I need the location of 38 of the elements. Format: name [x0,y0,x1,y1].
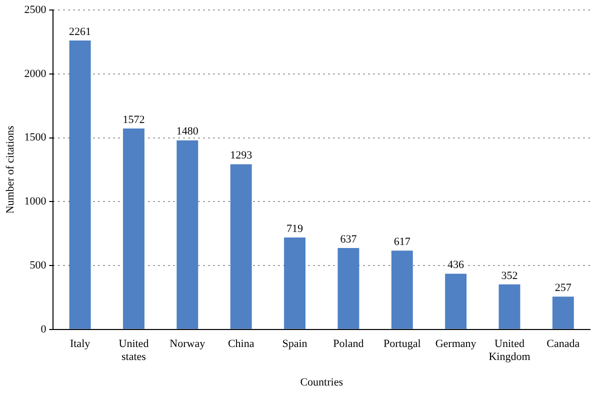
y-tick-label: 1000 [24,196,47,208]
data-label: 352 [501,270,518,282]
bar [284,238,306,329]
y-tick-label: 2000 [24,68,47,80]
x-tick-label: Norway [170,338,206,350]
x-tick-label: United Kingdom [488,338,531,364]
data-label: 1572 [122,114,145,126]
y-tick-label: 0 [40,323,47,336]
data-label: 617 [394,236,411,248]
bar [552,296,574,329]
x-tick-label: Canada [546,338,580,350]
y-tick-label: 1500 [24,132,47,144]
bar [176,140,198,329]
bar [230,164,252,329]
data-label: 1480 [176,126,199,138]
x-tick-label: United states [118,338,150,364]
bar [498,284,520,329]
x-tick-label: China [228,338,254,350]
x-axis-title: Countries [300,376,343,388]
data-label: 637 [340,233,358,246]
data-label: 436 [448,259,465,272]
y-tick-label: 500 [30,259,47,272]
x-tick-label: Germany [435,338,477,350]
y-axis-title: Number of citations [4,126,16,214]
data-label: 2261 [69,26,92,38]
bar [122,128,144,329]
data-label: 257 [554,282,572,294]
bar [338,248,360,329]
data-label: 1293 [230,150,253,162]
bar [445,274,467,329]
bar [391,250,413,329]
x-tick-label: Italy [70,338,91,350]
bar [69,40,91,329]
x-tick-label: Portugal [383,338,421,350]
x-tick-label: Poland [333,338,364,350]
y-tick-label: 2500 [24,4,47,16]
x-tick-label: Spain [282,338,308,350]
data-label: 719 [286,222,304,235]
